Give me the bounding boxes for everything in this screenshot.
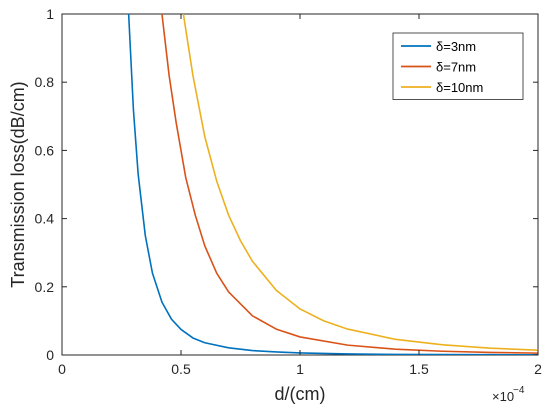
y-tick-label: 0.4	[35, 211, 55, 227]
y-tick-label: 0.6	[35, 142, 55, 158]
x-tick-label: 2	[534, 361, 542, 377]
y-tick-label: 0.2	[35, 279, 55, 295]
legend-entry-2: δ=7nm	[436, 60, 476, 75]
x-tick-label: 1.5	[409, 361, 429, 377]
y-tick-label: 1	[46, 6, 54, 22]
x-tick-label: 0	[58, 361, 66, 377]
legend-entry-3: δ=10nm	[436, 80, 483, 95]
x-multiplier-exponent: −4	[513, 385, 525, 396]
y-tick-label: 0.8	[35, 74, 55, 90]
x-axis-label: d/(cm)	[275, 384, 326, 404]
legend: δ=3nm δ=7nm δ=10nm	[392, 32, 524, 100]
y-tick-label: 0	[46, 347, 54, 363]
ticks-layer: 0 0.5 1 1.5 2 0 0.2 0.4 0.6 0.8 1	[35, 6, 543, 377]
x-tick-label: 1	[296, 361, 304, 377]
x-multiplier-base: ×10	[492, 389, 514, 404]
legend-entry-1: δ=3nm	[436, 39, 476, 54]
y-axis-label: Transmission loss(dB/cm)	[8, 81, 28, 287]
series-line-1	[127, 14, 538, 355]
series-line-3	[182, 14, 538, 352]
x-axis-multiplier: ×10 −4	[492, 385, 525, 404]
x-tick-label: 0.5	[171, 361, 191, 377]
